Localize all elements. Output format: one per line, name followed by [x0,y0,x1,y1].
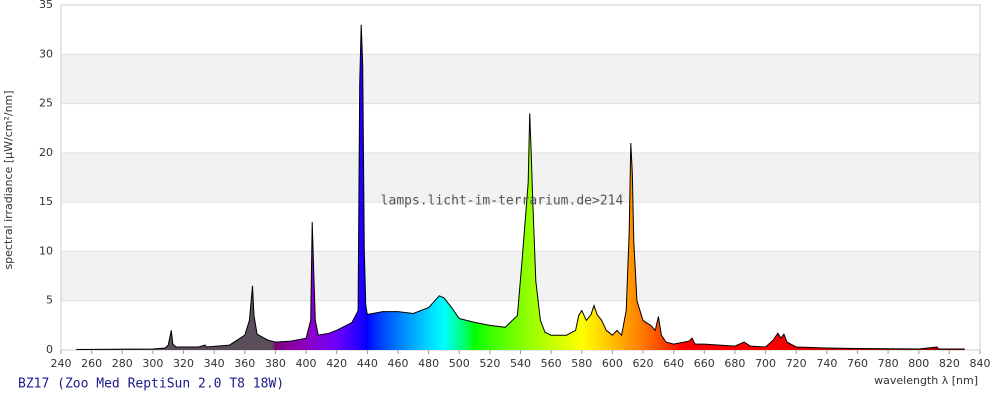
x-tick-label: 740 [816,357,837,370]
x-tick-label: 360 [234,357,255,370]
x-tick-label: 480 [418,357,439,370]
watermark: lamps.licht-im-terrarium.de>214 [381,194,624,209]
x-tick-label: 260 [81,357,102,370]
x-tick-label: 440 [357,357,378,370]
y-tick-label: 20 [39,146,53,159]
x-tick-label: 720 [786,357,807,370]
y-tick-label: 15 [39,195,53,208]
y-tick-label: 0 [46,343,53,356]
x-tick-label: 780 [878,357,899,370]
x-axis-label: wavelength λ [nm] [874,374,978,387]
y-tick-label: 5 [46,294,53,307]
x-tick-label: 680 [724,357,745,370]
x-tick-label: 240 [51,357,72,370]
x-tick-label: 660 [694,357,715,370]
x-tick-label: 820 [939,357,960,370]
x-tick-label: 760 [847,357,868,370]
y-tick-label: 35 [39,0,53,11]
x-tick-label: 600 [602,357,623,370]
x-tick-label: 700 [755,357,776,370]
x-tick-label: 500 [449,357,470,370]
x-tick-label: 340 [204,357,225,370]
y-axis-label: spectral irradiance [µW/cm²/nm] [2,90,15,269]
x-tick-label: 420 [326,357,347,370]
x-tick-label: 640 [663,357,684,370]
x-tick-label: 320 [173,357,194,370]
x-tick-label: 280 [112,357,133,370]
y-tick-label: 25 [39,97,53,110]
x-tick-label: 400 [296,357,317,370]
grid-band [61,54,980,104]
x-tick-label: 580 [571,357,592,370]
y-tick-label: 10 [39,244,53,257]
spectrum-area [76,24,965,350]
caption: BZ17 (Zoo Med ReptiSun 2.0 T8 18W) [18,377,284,392]
x-tick-label: 560 [541,357,562,370]
x-tick-label: 620 [633,357,654,370]
x-tick-label: 840 [970,357,991,370]
grid-band [61,152,980,203]
x-tick-label: 520 [479,357,500,370]
spectrum-line [76,24,965,350]
x-tick-label: 800 [908,357,929,370]
x-tick-label: 540 [510,357,531,370]
x-tick-label: 460 [387,357,408,370]
y-tick-label: 30 [39,47,53,60]
x-tick-label: 300 [142,357,163,370]
x-tick-label: 380 [265,357,286,370]
